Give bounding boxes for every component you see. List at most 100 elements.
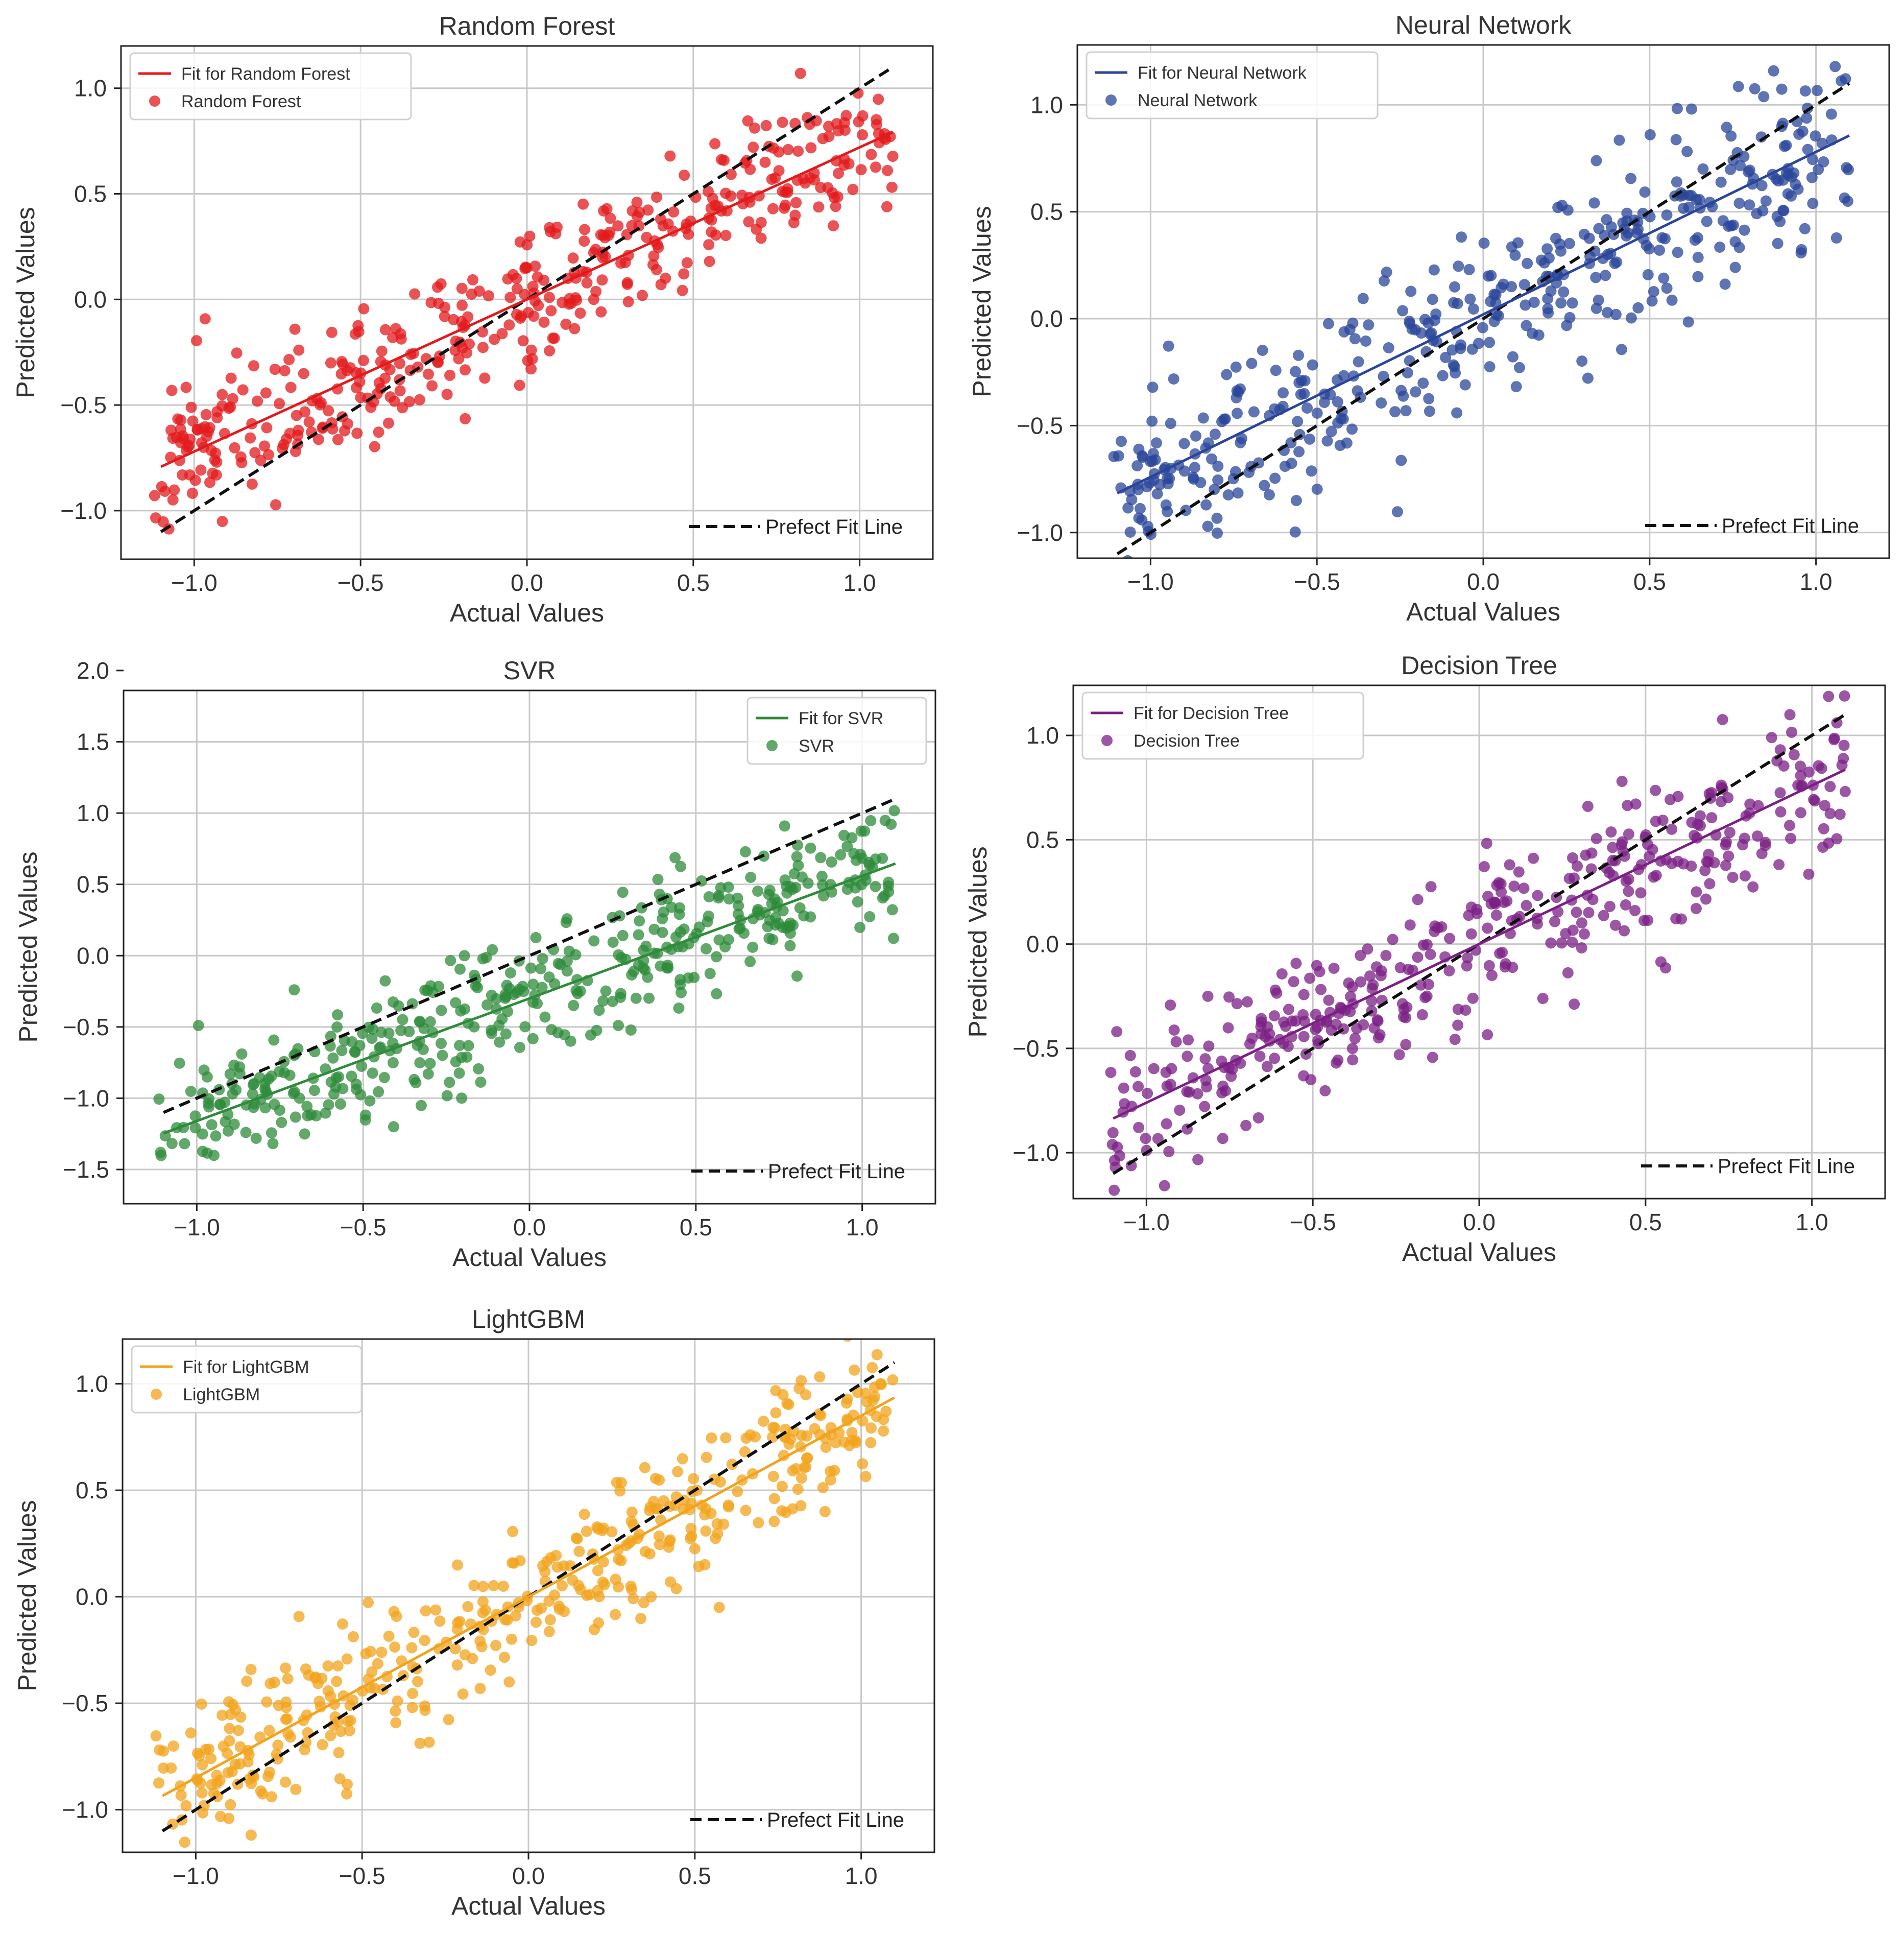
scatter-point — [167, 1740, 179, 1752]
scatter-point — [1528, 297, 1540, 308]
scatter-point — [815, 1410, 827, 1421]
scatter-point — [777, 905, 789, 917]
scatter-point — [1168, 373, 1179, 385]
scatter-point — [745, 872, 757, 883]
scatter-point — [363, 1596, 374, 1608]
scatter-point — [592, 1585, 604, 1596]
scatter-point — [1829, 61, 1841, 73]
scatter-point — [1642, 269, 1654, 280]
scatter-point — [1489, 898, 1501, 910]
scatter-point — [1692, 252, 1704, 264]
scatter-point — [384, 391, 396, 403]
scatter-point — [805, 142, 817, 154]
scatter-point — [459, 1003, 471, 1015]
chart-title: Decision Tree — [1401, 651, 1557, 680]
scatter-point — [414, 1057, 426, 1068]
scatter-point — [503, 1676, 515, 1688]
scatter-point — [1802, 144, 1814, 155]
scatter-point — [1650, 784, 1661, 796]
scatter-point — [713, 1602, 725, 1613]
scatter-point — [1199, 1101, 1211, 1112]
scatter-point — [1232, 408, 1243, 419]
scatter-point — [857, 1415, 869, 1427]
x-tick-label: 0.0 — [1467, 568, 1500, 595]
scatter-point — [1402, 367, 1413, 378]
scatter-point — [1341, 437, 1353, 449]
scatter-point — [665, 1576, 676, 1588]
scatter-point — [1498, 896, 1510, 908]
scatter-point — [1622, 227, 1634, 239]
scatter-point — [796, 1472, 807, 1484]
scatter-point — [289, 323, 301, 335]
scatter-point — [1206, 453, 1217, 465]
scatter-point — [1200, 499, 1212, 511]
scatter-point — [622, 296, 634, 307]
scatter-point — [1522, 257, 1533, 269]
scatter-point — [769, 1422, 781, 1434]
scatter-point — [1397, 305, 1409, 317]
scatter-point — [851, 854, 862, 866]
scatter-point — [390, 1705, 401, 1717]
scatter-point — [1280, 1020, 1291, 1032]
scatter-point — [1632, 216, 1644, 228]
scatter-point — [1729, 261, 1741, 273]
scatter-point — [1732, 81, 1744, 92]
scatter-point — [1613, 134, 1625, 146]
scatter-point — [485, 1664, 496, 1676]
scatter-point — [888, 805, 900, 817]
scatter-point — [1605, 826, 1617, 838]
legend-box — [129, 52, 412, 121]
scatter-point — [1322, 318, 1334, 329]
scatter-point — [790, 197, 802, 208]
scatter-point — [376, 1646, 388, 1658]
y-tick-label: −0.5 — [60, 392, 107, 418]
scatter-point — [371, 1002, 382, 1014]
scatter-point — [1378, 275, 1390, 287]
scatter-point — [280, 1662, 292, 1674]
scatter-point — [1481, 838, 1492, 849]
scatter-point — [581, 1525, 592, 1537]
scatter-point — [357, 354, 369, 366]
scatter-point — [211, 1778, 223, 1789]
scatter-point — [865, 1437, 877, 1448]
scatter-point — [1807, 198, 1819, 209]
scatter-point — [255, 455, 267, 466]
x-tick-label: −1.0 — [173, 1863, 219, 1889]
scatter-point — [394, 385, 406, 397]
scatter-point — [1670, 913, 1682, 924]
scatter-point — [1843, 34, 1854, 45]
scatter-point — [197, 1759, 208, 1771]
scatter-point — [205, 1753, 216, 1764]
scatter-point — [195, 464, 207, 476]
scatter-point — [313, 434, 324, 445]
scatter-point — [1363, 319, 1375, 331]
scatter-point — [279, 365, 291, 376]
scatter-point — [1654, 244, 1666, 256]
scatter-point — [1221, 369, 1233, 380]
scatter-point — [637, 290, 648, 301]
scatter-point — [197, 1146, 208, 1157]
scatter-point — [1629, 905, 1641, 916]
scatter-point — [441, 1090, 453, 1102]
x-tick-label: 0.5 — [677, 569, 710, 596]
scatter-point — [1796, 244, 1807, 255]
scatter-point — [1142, 1087, 1153, 1099]
scatter-point — [1692, 271, 1704, 282]
scatter-point — [610, 1609, 621, 1620]
scatter-point — [1725, 164, 1737, 175]
scatter-point — [499, 989, 511, 1000]
scatter-point — [493, 1019, 505, 1031]
scatter-point — [189, 1122, 201, 1134]
scatter-point — [779, 820, 790, 832]
scatter-point — [1440, 351, 1452, 363]
scatter-point — [1806, 172, 1818, 183]
scatter-point — [1288, 976, 1299, 988]
scatter-point — [654, 1539, 665, 1550]
scatter-point — [1437, 370, 1449, 381]
scatter-point — [709, 138, 721, 150]
scatter-point — [545, 305, 557, 317]
y-tick-label: −1.0 — [63, 1085, 109, 1111]
scatter-point — [1778, 760, 1790, 772]
scatter-point — [519, 1021, 531, 1033]
scatter-point — [543, 292, 555, 303]
